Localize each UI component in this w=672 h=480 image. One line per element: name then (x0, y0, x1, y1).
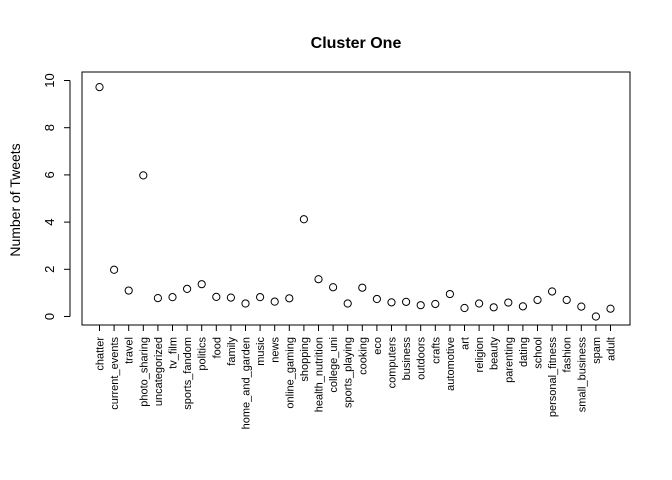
y-tick-label: 10 (42, 73, 57, 87)
data-point (577, 302, 586, 311)
x-tick-label: shopping (299, 337, 311, 382)
y-tick-label: 2 (42, 266, 57, 273)
y-tick-label: 6 (42, 171, 57, 178)
data-point (475, 299, 484, 308)
chart-title: Cluster One (311, 35, 402, 52)
data-point (197, 280, 206, 289)
data-point (168, 293, 177, 302)
data-point (402, 297, 411, 306)
x-tick-label: parenting (503, 337, 515, 383)
x-tick-label: dating (518, 337, 530, 367)
x-tick-label: school (533, 337, 545, 369)
data-point (270, 297, 279, 306)
data-point (562, 295, 571, 305)
y-tick-label: 0 (42, 313, 57, 320)
x-tick-label: adult (606, 337, 618, 361)
x-tick-label: college_uni (328, 337, 340, 393)
x-tick-label: music (255, 337, 267, 366)
data-point (212, 292, 221, 302)
data-point (358, 283, 367, 292)
x-tick-label: politics (197, 337, 209, 371)
x-tick-label: uncategorized (153, 337, 165, 406)
x-tick-label: tv_film (168, 337, 180, 369)
data-point (591, 312, 601, 321)
x-tick-label: outdoors (416, 337, 428, 380)
x-tick-label: computers (387, 337, 399, 389)
plot-frame (81, 71, 631, 326)
data-point (548, 287, 557, 296)
data-point (372, 294, 381, 304)
x-tick-label: food (211, 337, 223, 358)
x-tick-label: travel (124, 337, 136, 364)
x-tick-label: business (401, 337, 413, 381)
data-point (329, 283, 338, 292)
data-points (95, 83, 615, 321)
x-tick-label: chatter (95, 337, 107, 371)
data-point (343, 299, 352, 308)
x-tick-label: home_and_garden (241, 337, 253, 429)
data-point (431, 299, 440, 309)
x-tick-label: automotive (445, 337, 457, 391)
x-tick-label: fashion (562, 337, 574, 372)
x-tick-label: small_business (576, 337, 588, 413)
data-point (314, 275, 323, 284)
x-tick-label: current_events (109, 337, 121, 410)
data-point (518, 302, 528, 311)
data-point (445, 289, 454, 299)
x-tick-label: beauty (489, 337, 501, 371)
data-point (606, 304, 615, 313)
x-tick-label: eco (372, 337, 384, 355)
x-tick-label: online_gaming (284, 337, 296, 409)
y-axis: 0 2 4 6 8 10 (42, 73, 71, 320)
data-point (110, 265, 119, 274)
x-tick-label: spam (591, 337, 603, 364)
data-point (226, 293, 235, 302)
data-point (139, 171, 148, 180)
x-tick-label: crafts (430, 337, 442, 364)
y-axis-label: Number of Tweets (7, 143, 23, 256)
x-tick-label: health_nutrition (314, 337, 326, 412)
data-point (489, 303, 498, 312)
x-tick-label: cooking (357, 337, 369, 375)
data-point (299, 215, 308, 224)
data-point (241, 299, 250, 308)
data-point (504, 298, 513, 307)
data-point (183, 284, 192, 293)
y-tick-label: 8 (42, 124, 57, 131)
x-axis: chatter current_events travel photo_sharing… (95, 324, 618, 429)
data-point (533, 295, 542, 305)
x-tick-label: photo_sharing (138, 337, 150, 407)
x-tick-label: religion (474, 337, 486, 372)
data-point (285, 294, 294, 303)
x-tick-label: sports_playing (343, 337, 355, 408)
data-point (416, 301, 425, 310)
x-tick-label: art (460, 337, 472, 350)
data-point (256, 293, 265, 302)
data-point (153, 293, 162, 303)
data-point (387, 298, 396, 307)
x-tick-label: personal_fitness (547, 337, 559, 418)
x-tick-label: family (226, 337, 238, 366)
data-point (460, 303, 469, 313)
y-tick-label: 4 (42, 218, 57, 225)
x-tick-label: news (270, 337, 282, 363)
data-point (124, 286, 133, 295)
x-tick-label: sports_fandom (182, 337, 194, 410)
data-point (95, 83, 104, 92)
